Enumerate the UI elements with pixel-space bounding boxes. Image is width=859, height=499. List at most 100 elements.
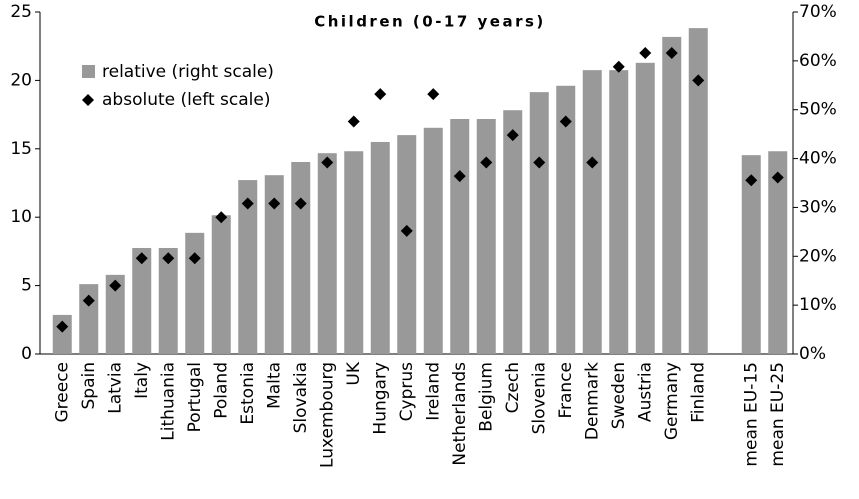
diamond-marker: [427, 88, 440, 101]
y-tick-label: 25: [10, 2, 32, 22]
diamond-marker: [321, 156, 334, 169]
legend-swatch: [82, 65, 95, 78]
diamond-marker: [453, 170, 466, 183]
diamond-marker: [374, 88, 387, 101]
diamond-marker: [533, 156, 546, 169]
x-tick-label: Hungary: [370, 362, 390, 435]
diamond-marker: [480, 156, 493, 169]
bar: [105, 274, 125, 354]
x-tick-label: Malta: [264, 362, 284, 409]
bar: [397, 135, 417, 354]
diamond-marker: [612, 60, 625, 73]
bar: [688, 28, 708, 354]
x-tick-label: Netherlands: [450, 362, 470, 466]
diamond-marker: [639, 47, 652, 60]
bar: [238, 180, 258, 354]
y2-tick-label: 30%: [799, 197, 837, 217]
diamond-marker: [559, 115, 572, 128]
bar: [556, 85, 576, 354]
diamond-marker: [665, 47, 678, 60]
x-tick-label: mean EU-15: [741, 362, 761, 467]
x-tick-label: Denmark: [582, 362, 602, 440]
bar: [52, 314, 72, 354]
bar: [662, 36, 682, 354]
bar: [423, 127, 443, 354]
diamond-marker: [56, 320, 69, 333]
bar: [529, 92, 549, 354]
bar: [768, 151, 788, 354]
y2-tick-label: 40%: [799, 149, 837, 169]
y-tick-label: 5: [21, 276, 32, 296]
y-tick-label: 15: [10, 139, 32, 159]
x-tick-label: Greece: [52, 362, 72, 423]
bar: [344, 151, 364, 354]
diamond-marker: [135, 252, 148, 265]
diamond-marker: [294, 197, 307, 210]
bar: [317, 153, 337, 354]
bar: [450, 118, 470, 354]
bar: [582, 70, 602, 354]
x-tick-label: Sweden: [609, 362, 629, 429]
y2-tick-label: 70%: [799, 2, 837, 22]
bar: [211, 215, 231, 354]
bar: [158, 247, 178, 354]
x-tick-label: Spain: [79, 362, 99, 410]
x-tick-label: Luxembourg: [317, 362, 337, 468]
y2-tick-label: 0%: [799, 344, 826, 364]
legend-swatch: [82, 94, 94, 106]
diamond-marker: [586, 156, 599, 169]
x-tick-label: Austria: [635, 362, 655, 422]
x-tick-label: Estonia: [238, 362, 258, 425]
bar: [741, 155, 761, 354]
bar: [79, 284, 99, 354]
bar: [185, 232, 205, 354]
diamond-marker: [215, 211, 228, 224]
diamond-marker: [162, 252, 175, 265]
y2-tick-label: 20%: [799, 246, 837, 266]
diamond-marker: [745, 174, 758, 187]
x-tick-label: France: [556, 362, 576, 419]
x-tick-label: Slovakia: [291, 362, 311, 433]
chart-title: Children (0-17 years): [314, 13, 546, 31]
legend-label: absolute (left scale): [102, 90, 271, 110]
diamond-marker: [268, 197, 281, 210]
bar: [635, 62, 655, 354]
x-tick-label: Lithuania: [158, 362, 178, 441]
bar: [370, 141, 390, 354]
bar: [264, 175, 284, 354]
x-tick-label: Cyprus: [397, 362, 417, 421]
bar: [132, 247, 152, 354]
bar: [476, 118, 496, 354]
x-tick-label: mean EU-25: [768, 362, 788, 467]
y2-tick-label: 10%: [799, 295, 837, 315]
diamond-marker: [241, 197, 254, 210]
x-tick-label: Slovenia: [529, 362, 549, 434]
x-tick-label: UK: [344, 361, 364, 385]
diamond-marker: [692, 74, 705, 87]
y-tick-label: 10: [10, 207, 32, 227]
x-tick-label: Latvia: [105, 362, 125, 414]
bar: [503, 110, 523, 355]
diamond-marker: [347, 115, 360, 128]
diamond-marker: [188, 252, 201, 265]
x-tick-label: Poland: [211, 362, 231, 419]
diamond-marker: [109, 279, 122, 292]
bar: [291, 161, 311, 354]
bar: [609, 70, 629, 354]
legend-label: relative (right scale): [102, 62, 274, 82]
x-tick-label: Italy: [132, 362, 152, 399]
diamond-marker: [771, 171, 784, 184]
x-tick-label: Finland: [688, 362, 708, 423]
y-tick-label: 20: [10, 70, 32, 90]
diamond-marker: [506, 129, 519, 142]
y2-tick-label: 50%: [799, 100, 837, 120]
y2-tick-label: 60%: [799, 51, 837, 71]
x-tick-label: Ireland: [423, 362, 443, 421]
diamond-marker: [400, 224, 413, 237]
diamond-marker: [82, 294, 95, 307]
y-tick-label: 0: [21, 344, 32, 364]
x-tick-label: Portugal: [185, 362, 205, 432]
x-tick-label: Germany: [662, 362, 682, 440]
x-tick-label: Czech: [503, 362, 523, 413]
